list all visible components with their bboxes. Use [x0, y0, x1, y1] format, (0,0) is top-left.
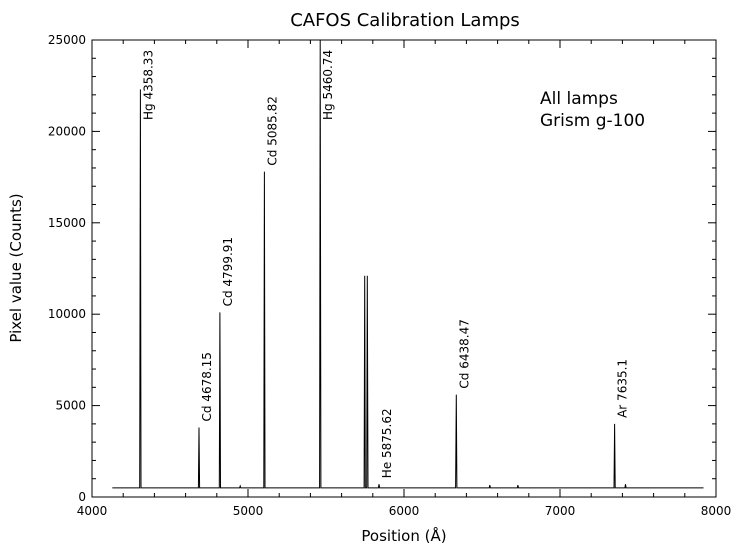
peak-label: Cd 6438.47 — [457, 319, 471, 388]
annotation-line-1: All lamps — [540, 89, 618, 109]
y-tick-label: 5000 — [55, 399, 86, 413]
chart-title: CAFOS Calibration Lamps — [290, 10, 520, 31]
peak-label: Cd 5085.82 — [265, 96, 279, 165]
plot-frame — [91, 39, 717, 498]
peak-label: He 5875.62 — [380, 408, 394, 478]
annotation-line-2: Grism g-100 — [540, 111, 645, 131]
y-axis: 0 5000 10000 15000 20000 25000 — [48, 33, 716, 504]
peak-labels: Hg 4358.33 Cd 4678.15 Cd 4799.91 Cd 5085.82… — [141, 50, 629, 478]
x-tick-label: 7000 — [545, 504, 576, 518]
peak-label: Hg 4358.33 — [141, 50, 155, 120]
spectrum-line — [112, 39, 704, 489]
x-tick-label: 5000 — [233, 504, 264, 518]
x-tick-label: 4000 — [77, 504, 108, 518]
x-tick-label: 6000 — [389, 504, 420, 518]
x-tick-label: 8000 — [701, 504, 732, 518]
y-tick-label: 10000 — [48, 307, 86, 321]
x-axis: 4000 5000 6000 7000 8000 — [77, 40, 732, 518]
y-tick-label: 15000 — [48, 216, 86, 230]
peak-label: Cd 4678.15 — [200, 352, 214, 421]
peak-label: Ar 7635.1 — [616, 359, 630, 418]
y-tick-label: 25000 — [48, 33, 86, 47]
y-axis-label: Pixel value (Counts) — [7, 193, 25, 342]
y-tick-label: 0 — [78, 490, 86, 504]
x-axis-label: Position (Å) — [361, 526, 446, 545]
y-tick-label: 20000 — [48, 124, 86, 138]
peak-label: Cd 4799.91 — [221, 237, 235, 306]
peak-label: Hg 5460.74 — [321, 50, 335, 120]
